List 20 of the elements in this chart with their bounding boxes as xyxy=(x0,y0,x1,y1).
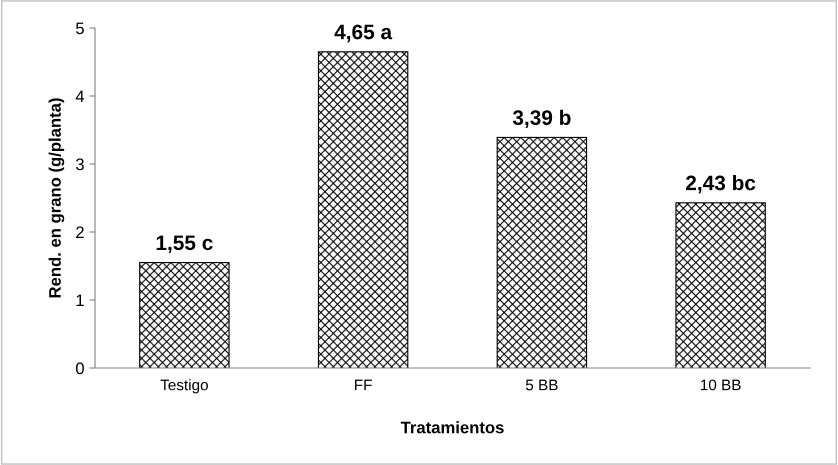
data-label: 1,55 c xyxy=(156,236,213,254)
x-axis-title: Tratamientos xyxy=(400,421,504,434)
y-tick-label: 1 xyxy=(76,294,84,306)
x-tick-label: 5 BB xyxy=(526,380,558,390)
data-label: 4,65 a xyxy=(334,24,392,42)
y-tick-label: 0 xyxy=(76,362,84,374)
data-label: 2,43 bc xyxy=(686,175,756,194)
y-tick-label: 5 xyxy=(76,22,84,34)
bar xyxy=(496,136,588,368)
bar xyxy=(675,202,766,368)
y-tick-label: 3 xyxy=(76,158,84,170)
x-tick-label: 10 BB xyxy=(700,380,741,390)
x-tick-label: FF xyxy=(355,380,372,390)
y-tick-label: 4 xyxy=(76,90,84,102)
data-label: 3,39 b xyxy=(512,110,571,128)
y-axis-title: Rend. en grano (g/planta) xyxy=(48,98,64,298)
x-tick-label: Testigo xyxy=(160,379,208,394)
bar xyxy=(139,262,230,368)
y-tick-label: 2 xyxy=(76,226,84,238)
bar xyxy=(318,51,408,368)
